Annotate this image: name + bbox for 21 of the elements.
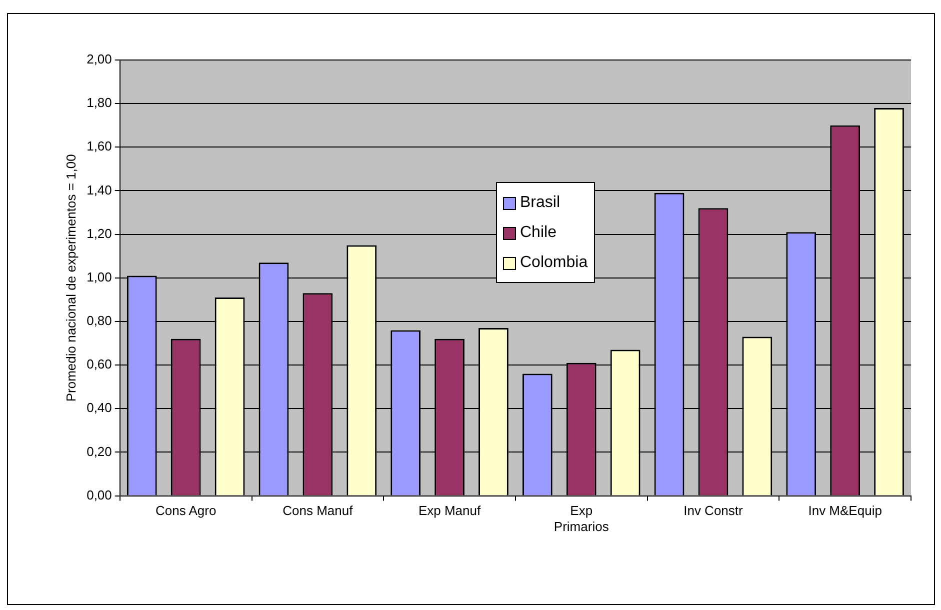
y-tick-label: 1,60 [86,138,112,154]
y-tick-label: 1,00 [86,269,112,284]
legend-label: Colombia [520,254,588,272]
legend-label: Brasil [520,194,560,212]
y-tick-label: 0,00 [86,487,112,502]
x-tick-label: Cons Agro [155,503,216,518]
y-tick-label: 0,40 [86,400,112,416]
x-tick-label: Inv Constr [684,503,744,518]
x-tick-label: Cons Manuf [282,503,354,518]
y-tick-label: 0,80 [86,313,112,328]
y-tick-label: 0,60 [86,356,112,372]
y-tick-label: 1,80 [86,95,112,110]
y-tick-label: 0,20 [86,444,112,459]
y-tick-label: 2,00 [86,52,112,67]
y-axis-title: Promedio nacional de experimentos = 1,00 [63,154,78,402]
y-tick-label: 1,20 [86,226,112,241]
x-tick-label: Exp Primarios [554,503,610,534]
x-tick-label: Exp Manuf [418,503,481,518]
y-tick-label: 1,40 [86,182,112,198]
legend-label: Chile [520,224,556,242]
x-tick-label: Inv M&Equip [808,503,882,518]
